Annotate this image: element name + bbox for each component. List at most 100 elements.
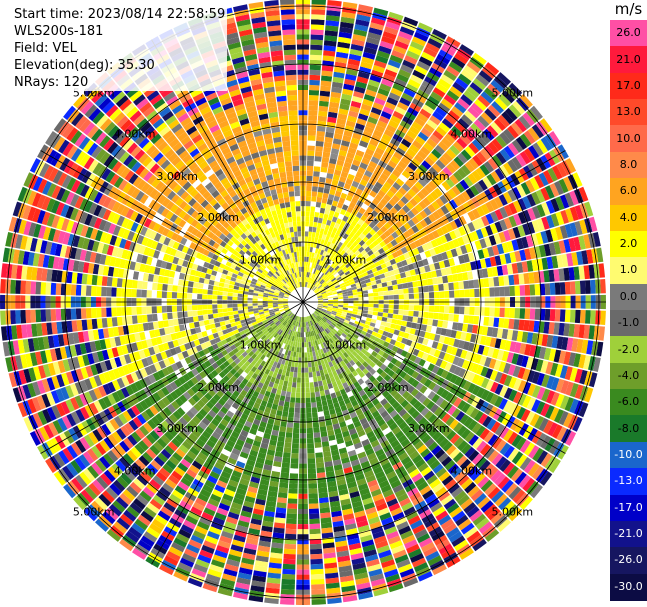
radar-gate (455, 77, 469, 90)
radar-gate (324, 567, 338, 574)
radar-gate (512, 391, 522, 404)
radar-gate (389, 409, 398, 418)
radar-gate (365, 225, 373, 233)
radar-gate (409, 468, 420, 479)
radar-gate (316, 259, 321, 265)
radar-gate (297, 337, 301, 343)
radar-gate (332, 370, 338, 377)
radar-gate (356, 328, 363, 334)
radar-gate (296, 382, 301, 388)
radar-gate (378, 295, 384, 300)
radar-gate (385, 393, 394, 402)
radar-gate (327, 332, 333, 338)
radar-gate (414, 203, 423, 213)
radar-gate (295, 402, 301, 408)
radar-gate (412, 316, 419, 323)
radar-gate (353, 342, 359, 348)
radar-gate (295, 357, 299, 363)
radar-gate (424, 184, 434, 194)
radar-gate (309, 79, 320, 86)
radar-gate (343, 296, 349, 299)
radar-gate (487, 246, 495, 257)
radar-gate (453, 422, 463, 433)
radar-gate (315, 146, 323, 152)
radar-gate (578, 402, 589, 418)
radar-gate (379, 173, 389, 182)
radar-gate (458, 281, 465, 290)
radar-gate (297, 372, 301, 378)
radar-gate (224, 521, 237, 530)
radar-gate (382, 106, 394, 115)
radar-gate (486, 466, 499, 479)
radar-gate (362, 290, 369, 294)
radar-gate (423, 285, 429, 293)
radar-gate (499, 219, 508, 231)
radar-gate (309, 326, 312, 332)
radar-gate (427, 318, 434, 326)
radar-gate (493, 233, 502, 245)
radar-gate (334, 222, 340, 229)
radar-gate (325, 465, 334, 473)
radar-gate (457, 494, 470, 506)
radar-gate (375, 382, 383, 391)
radar-gate (423, 216, 432, 226)
radar-gate (263, 464, 273, 471)
radar-gate (305, 316, 307, 322)
radar-gate (349, 339, 355, 345)
radar-gate (316, 264, 321, 271)
radar-gate (314, 350, 319, 356)
radar-gate (343, 358, 349, 365)
radar-gate (441, 344, 449, 353)
radar-gate (485, 529, 500, 542)
radar-gate (337, 41, 351, 49)
radar-gate (538, 244, 547, 258)
radar-gate (280, 594, 295, 600)
radar-gate (348, 395, 356, 403)
radar-gate (543, 347, 552, 361)
radar-gate (310, 314, 315, 320)
radar-gate (408, 310, 414, 317)
radar-gate (322, 293, 328, 297)
radar-gate (581, 250, 589, 265)
radar-gate (452, 81, 466, 94)
radar-gate (495, 151, 507, 165)
radar-gate (269, 439, 277, 446)
radar-gate (293, 331, 296, 337)
radar-gate (357, 273, 364, 279)
radar-gate (576, 339, 584, 353)
radar-gate (404, 327, 411, 334)
radar-gate (419, 485, 432, 496)
radar-gate (367, 452, 377, 461)
radar-gate (318, 233, 323, 239)
radar-gate (427, 232, 435, 241)
radar-gate (329, 355, 335, 362)
radar-gate (284, 442, 292, 448)
radar-gate (540, 453, 553, 468)
radar-gate (377, 453, 387, 462)
radar-gate (457, 440, 468, 452)
radar-gate (318, 285, 323, 290)
radar-gate (442, 275, 449, 284)
radar-gate (578, 186, 589, 202)
radar-gate (333, 299, 339, 302)
radar-gate (380, 484, 392, 494)
radar-gate (454, 52, 469, 65)
radar-gate (268, 562, 282, 569)
radar-gate (285, 339, 290, 345)
radar-gate (548, 269, 555, 282)
radar-gate (353, 154, 363, 162)
radar-gate (354, 510, 366, 518)
radar-gate (332, 307, 338, 311)
radar-gate (421, 420, 431, 430)
radar-gate (519, 94, 533, 108)
radar-gate (436, 342, 444, 351)
radar-gate (335, 390, 342, 398)
radar-gate (398, 266, 405, 274)
radar-gate (313, 263, 317, 269)
radar-gate (326, 309, 332, 312)
radar-gate (306, 321, 309, 327)
radar-gate (286, 344, 290, 351)
radar-gate (440, 369, 449, 379)
radar-gate (318, 212, 324, 219)
radar-gate (449, 306, 455, 314)
